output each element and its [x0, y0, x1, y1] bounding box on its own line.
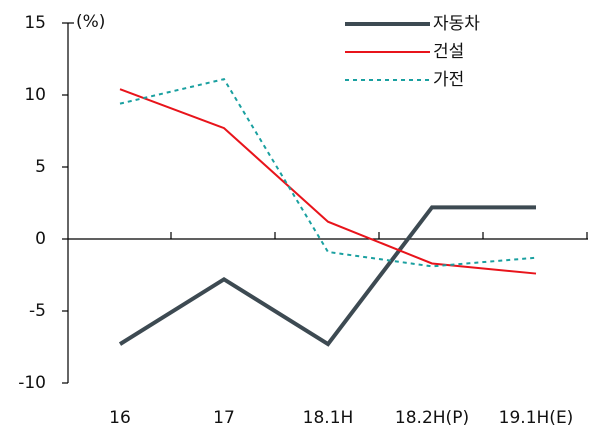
legend-label: 가전	[433, 70, 464, 90]
y-tick-label: -5	[29, 301, 46, 321]
x-tick-label: 19.1H(E)	[499, 408, 574, 428]
legend-label: 건설	[433, 42, 464, 62]
line-2	[119, 78, 537, 268]
x-tick-label: 17	[213, 408, 235, 428]
legend-label: 자동차	[433, 14, 480, 34]
line-1	[119, 88, 537, 275]
x-tick-label: 18.2H(P)	[395, 408, 469, 428]
y-tick-label: 5	[35, 157, 46, 177]
line-0	[118, 205, 536, 347]
x-tick-label: 18.1H	[303, 408, 354, 428]
y-tick-label: -10	[18, 373, 46, 393]
y-tick-label: 15	[24, 13, 46, 33]
y-tick-label: 10	[24, 85, 46, 105]
y-tick-label: 0	[35, 229, 46, 249]
y-unit: (%)	[76, 12, 105, 32]
x-tick-label: 16	[109, 408, 131, 428]
